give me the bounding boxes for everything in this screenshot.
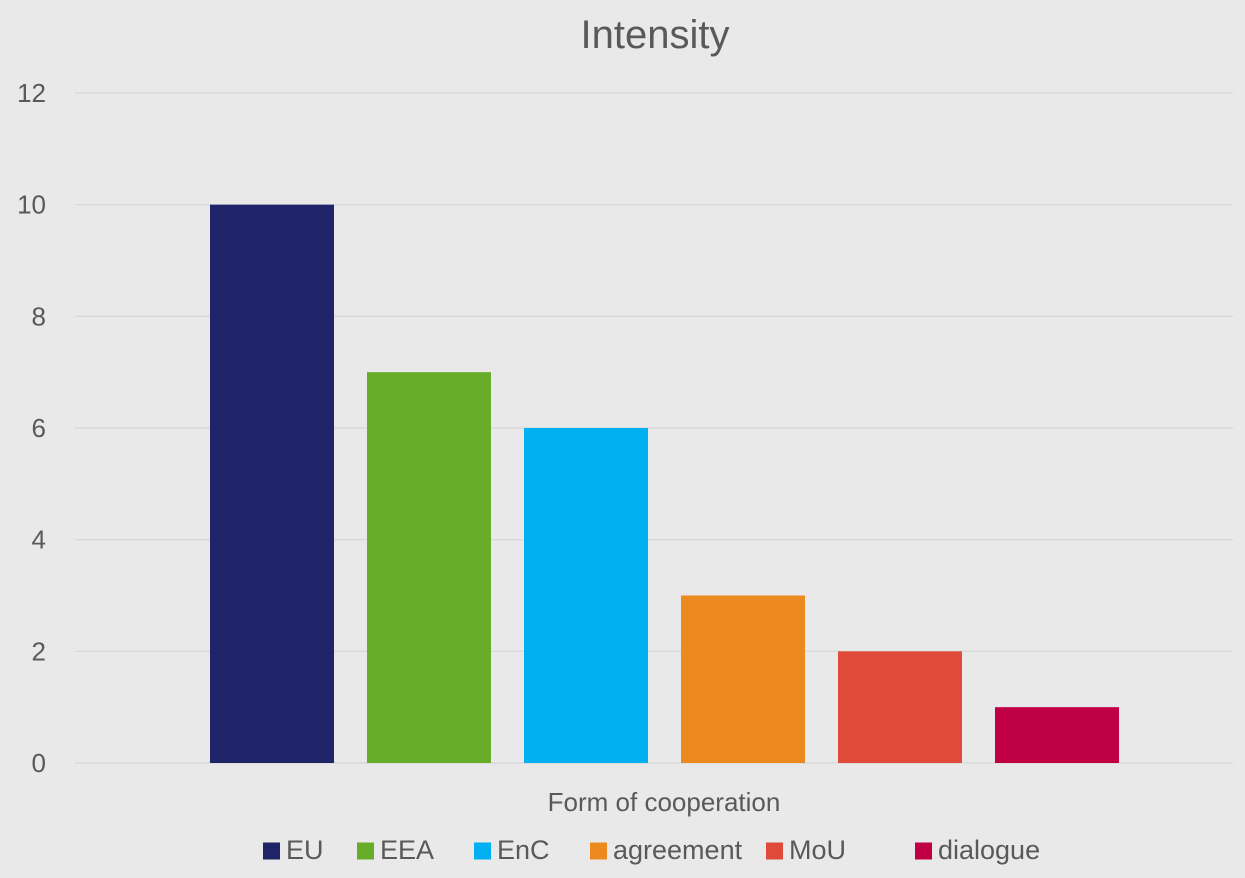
y-tick-label: 0 (32, 748, 46, 778)
bar-eu (210, 204, 334, 763)
legend: EU EEA EnC agreement MoU dialogue (263, 835, 1040, 865)
legend-swatch-dialogue (915, 842, 932, 860)
bars (210, 204, 1119, 763)
y-tick-label: 2 (32, 636, 46, 666)
y-tick-label: 12 (17, 78, 46, 108)
legend-label: EU (286, 835, 324, 865)
legend-swatch-enc (474, 842, 491, 860)
y-tick-label: 4 (32, 525, 46, 555)
legend-swatch-mou (766, 842, 783, 860)
chart-title: Intensity (581, 13, 730, 57)
legend-label: EnC (497, 835, 550, 865)
x-axis-label: Form of cooperation (548, 787, 781, 817)
legend-label: agreement (613, 835, 743, 865)
bar-mou (838, 651, 962, 763)
legend-label: EEA (380, 835, 434, 865)
bar-dialogue (995, 707, 1119, 763)
y-axis-ticks: 0 2 4 6 8 10 12 (17, 78, 46, 778)
legend-swatch-eu (263, 842, 280, 860)
bar-enc (524, 428, 648, 763)
legend-swatch-eea (357, 842, 374, 860)
legend-swatch-agreement (590, 842, 607, 860)
legend-label: MoU (789, 835, 846, 865)
y-tick-label: 10 (17, 190, 46, 220)
y-tick-label: 8 (32, 301, 46, 331)
bar-eea (367, 372, 491, 763)
bar-agreement (681, 595, 805, 763)
legend-label: dialogue (938, 835, 1040, 865)
y-tick-label: 6 (32, 413, 46, 443)
